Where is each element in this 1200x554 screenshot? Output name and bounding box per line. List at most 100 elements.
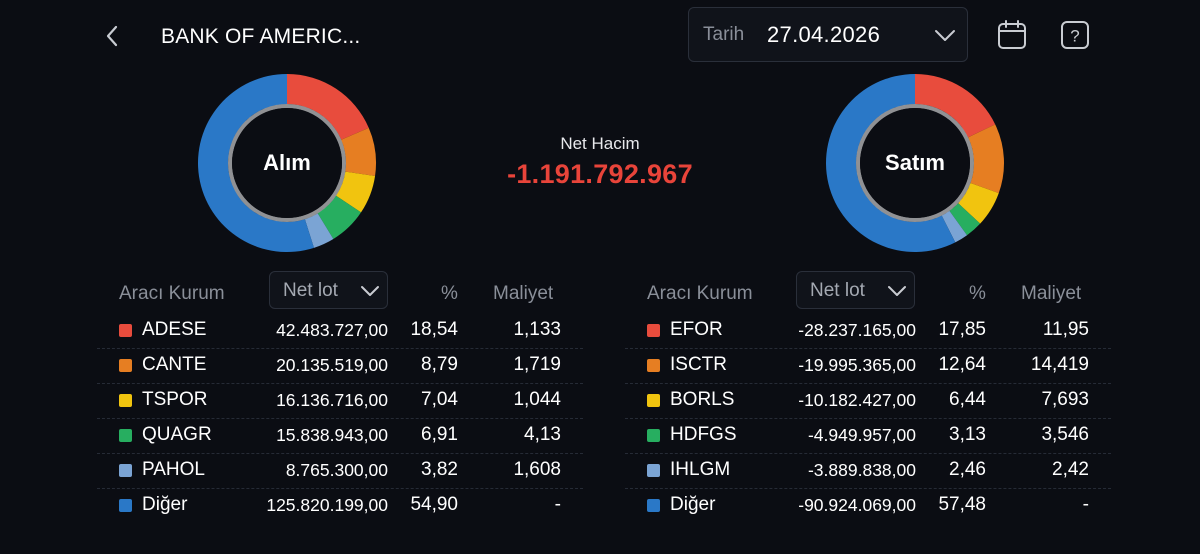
- buy-net-lot-select[interactable]: Net lot: [269, 271, 388, 309]
- chevron-down-icon: [888, 286, 906, 296]
- buy-slice-dier: [197, 74, 314, 252]
- page-title: BANK OF AMERIC...: [161, 25, 361, 48]
- table-row[interactable]: ISCTR -19.995.365,00 12,64 14,419: [625, 348, 1111, 384]
- net-lot-value: 20.135.519,00: [276, 355, 388, 375]
- percent-value: 54,90: [410, 494, 458, 515]
- cost-value: -: [1082, 494, 1089, 515]
- sell-net-lot-label: Net lot: [810, 280, 865, 301]
- chevron-down-icon: [935, 30, 955, 41]
- sell-slice-efor: [915, 74, 996, 138]
- sell-slice-hdfgs: [949, 203, 981, 236]
- broker-name: ISCTR: [670, 354, 727, 375]
- broker-name: QUAGR: [142, 424, 212, 445]
- net-volume-value: -1.191.792.967: [507, 159, 693, 189]
- net-lot-value: 15.838.943,00: [276, 425, 388, 445]
- back-arrow-icon: [106, 25, 118, 47]
- cost-value: 1,608: [513, 459, 561, 480]
- percent-value: 2,46: [949, 459, 986, 480]
- net-lot-value: 16.136.716,00: [276, 390, 388, 410]
- help-button[interactable]: ?: [1059, 19, 1091, 51]
- cost-value: 1,044: [513, 389, 561, 410]
- broker-name: PAHOL: [142, 459, 206, 480]
- broker-name: ADESE: [142, 319, 207, 340]
- table-row[interactable]: ADESE 42.483.727,00 18,54 1,133: [97, 313, 583, 349]
- calendar-button[interactable]: [996, 19, 1028, 51]
- table-row[interactable]: Diğer 125.820.199,00 54,90 -: [97, 488, 583, 523]
- sell-slice-isctr: [968, 124, 1004, 194]
- color-swatch: [119, 324, 132, 337]
- buy-cost-header: Maliyet: [493, 283, 554, 304]
- net-lot-value: -3.889.838,00: [807, 460, 916, 480]
- sell-slice-borls: [958, 182, 999, 224]
- sell-center: [860, 108, 970, 218]
- sell-percent-header: %: [969, 283, 986, 304]
- sell-slice-dier: [826, 74, 956, 252]
- cost-value: 4,13: [524, 424, 561, 445]
- net-lot-value: 42.483.727,00: [276, 320, 388, 340]
- buy-percent-header: %: [441, 283, 458, 304]
- cost-value: 2,42: [1052, 459, 1089, 480]
- buy-slice-pahol: [304, 213, 334, 248]
- sell-cost-header: Maliyet: [1021, 283, 1082, 304]
- buy-donut-label: Alım: [263, 150, 311, 175]
- color-swatch: [647, 394, 660, 407]
- sell-broker-header: Aracı Kurum: [647, 283, 753, 304]
- net-lot-value: -19.995.365,00: [798, 355, 916, 375]
- color-swatch: [119, 429, 132, 442]
- broker-name: EFOR: [670, 319, 723, 340]
- percent-value: 6,91: [421, 424, 458, 445]
- net-lot-value: -10.182.427,00: [798, 390, 916, 410]
- broker-name: Diğer: [142, 494, 188, 515]
- percent-value: 8,79: [421, 354, 458, 375]
- table-row[interactable]: TSPOR 16.136.716,00 7,04 1,044: [97, 383, 583, 419]
- color-swatch: [119, 359, 132, 372]
- table-row[interactable]: HDFGS -4.949.957,00 3,13 3,546: [625, 418, 1111, 454]
- buy-center: [232, 108, 342, 218]
- broker-name: HDFGS: [670, 424, 737, 445]
- broker-name: Diğer: [670, 494, 716, 515]
- percent-value: 6,44: [949, 389, 986, 410]
- cost-value: 11,95: [1042, 319, 1089, 340]
- sell-inner-ring: [856, 104, 974, 222]
- buy-slice-tspor: [336, 171, 376, 213]
- sell-slice-ihlgm: [941, 210, 968, 243]
- broker-name: TSPOR: [142, 389, 208, 410]
- percent-value: 17,85: [938, 319, 986, 340]
- sell-net-lot-select[interactable]: Net lot: [796, 271, 915, 309]
- sell-donut-chart: [826, 74, 1004, 252]
- buy-slice-quagr: [317, 195, 362, 239]
- chevron-down-icon: [361, 286, 379, 296]
- percent-value: 3,82: [421, 459, 458, 480]
- table-row[interactable]: IHLGM -3.889.838,00 2,46 2,42: [625, 453, 1111, 489]
- buy-inner-ring: [228, 104, 346, 222]
- table-row[interactable]: QUAGR 15.838.943,00 6,91 4,13: [97, 418, 583, 454]
- percent-value: 18,54: [410, 319, 458, 340]
- cost-value: 3,546: [1041, 424, 1089, 445]
- net-lot-value: 8.765.300,00: [285, 460, 388, 480]
- net-volume-label: Net Hacim: [560, 134, 640, 153]
- svg-text:?: ?: [1070, 27, 1079, 46]
- back-button[interactable]: [100, 20, 126, 52]
- color-swatch: [647, 324, 660, 337]
- date-value: 27.04.2026: [767, 22, 881, 47]
- buy-slice-adese: [287, 74, 369, 140]
- table-row[interactable]: BORLS -10.182.427,00 6,44 7,693: [625, 383, 1111, 419]
- buy-net-lot-label: Net lot: [283, 280, 338, 301]
- sell-donut-label: Satım: [885, 150, 945, 175]
- calendar-icon: [998, 20, 1026, 49]
- color-swatch: [647, 429, 660, 442]
- date-select[interactable]: Tarih 27.04.2026: [688, 7, 968, 62]
- table-row[interactable]: Diğer -90.924.069,00 57,48 -: [625, 488, 1111, 523]
- cost-value: 7,693: [1041, 389, 1089, 410]
- percent-value: 3,13: [949, 424, 986, 445]
- color-swatch: [647, 359, 660, 372]
- net-lot-value: -90.924.069,00: [798, 495, 916, 515]
- table-row[interactable]: CANTE 20.135.519,00 8,79 1,719: [97, 348, 583, 384]
- color-swatch: [119, 499, 132, 512]
- color-swatch: [119, 394, 132, 407]
- percent-value: 7,04: [421, 389, 458, 410]
- cost-value: 1,719: [513, 354, 561, 375]
- table-row[interactable]: EFOR -28.237.165,00 17,85 11,95: [625, 313, 1111, 349]
- table-row[interactable]: PAHOL 8.765.300,00 3,82 1,608: [97, 453, 583, 489]
- color-swatch: [647, 464, 660, 477]
